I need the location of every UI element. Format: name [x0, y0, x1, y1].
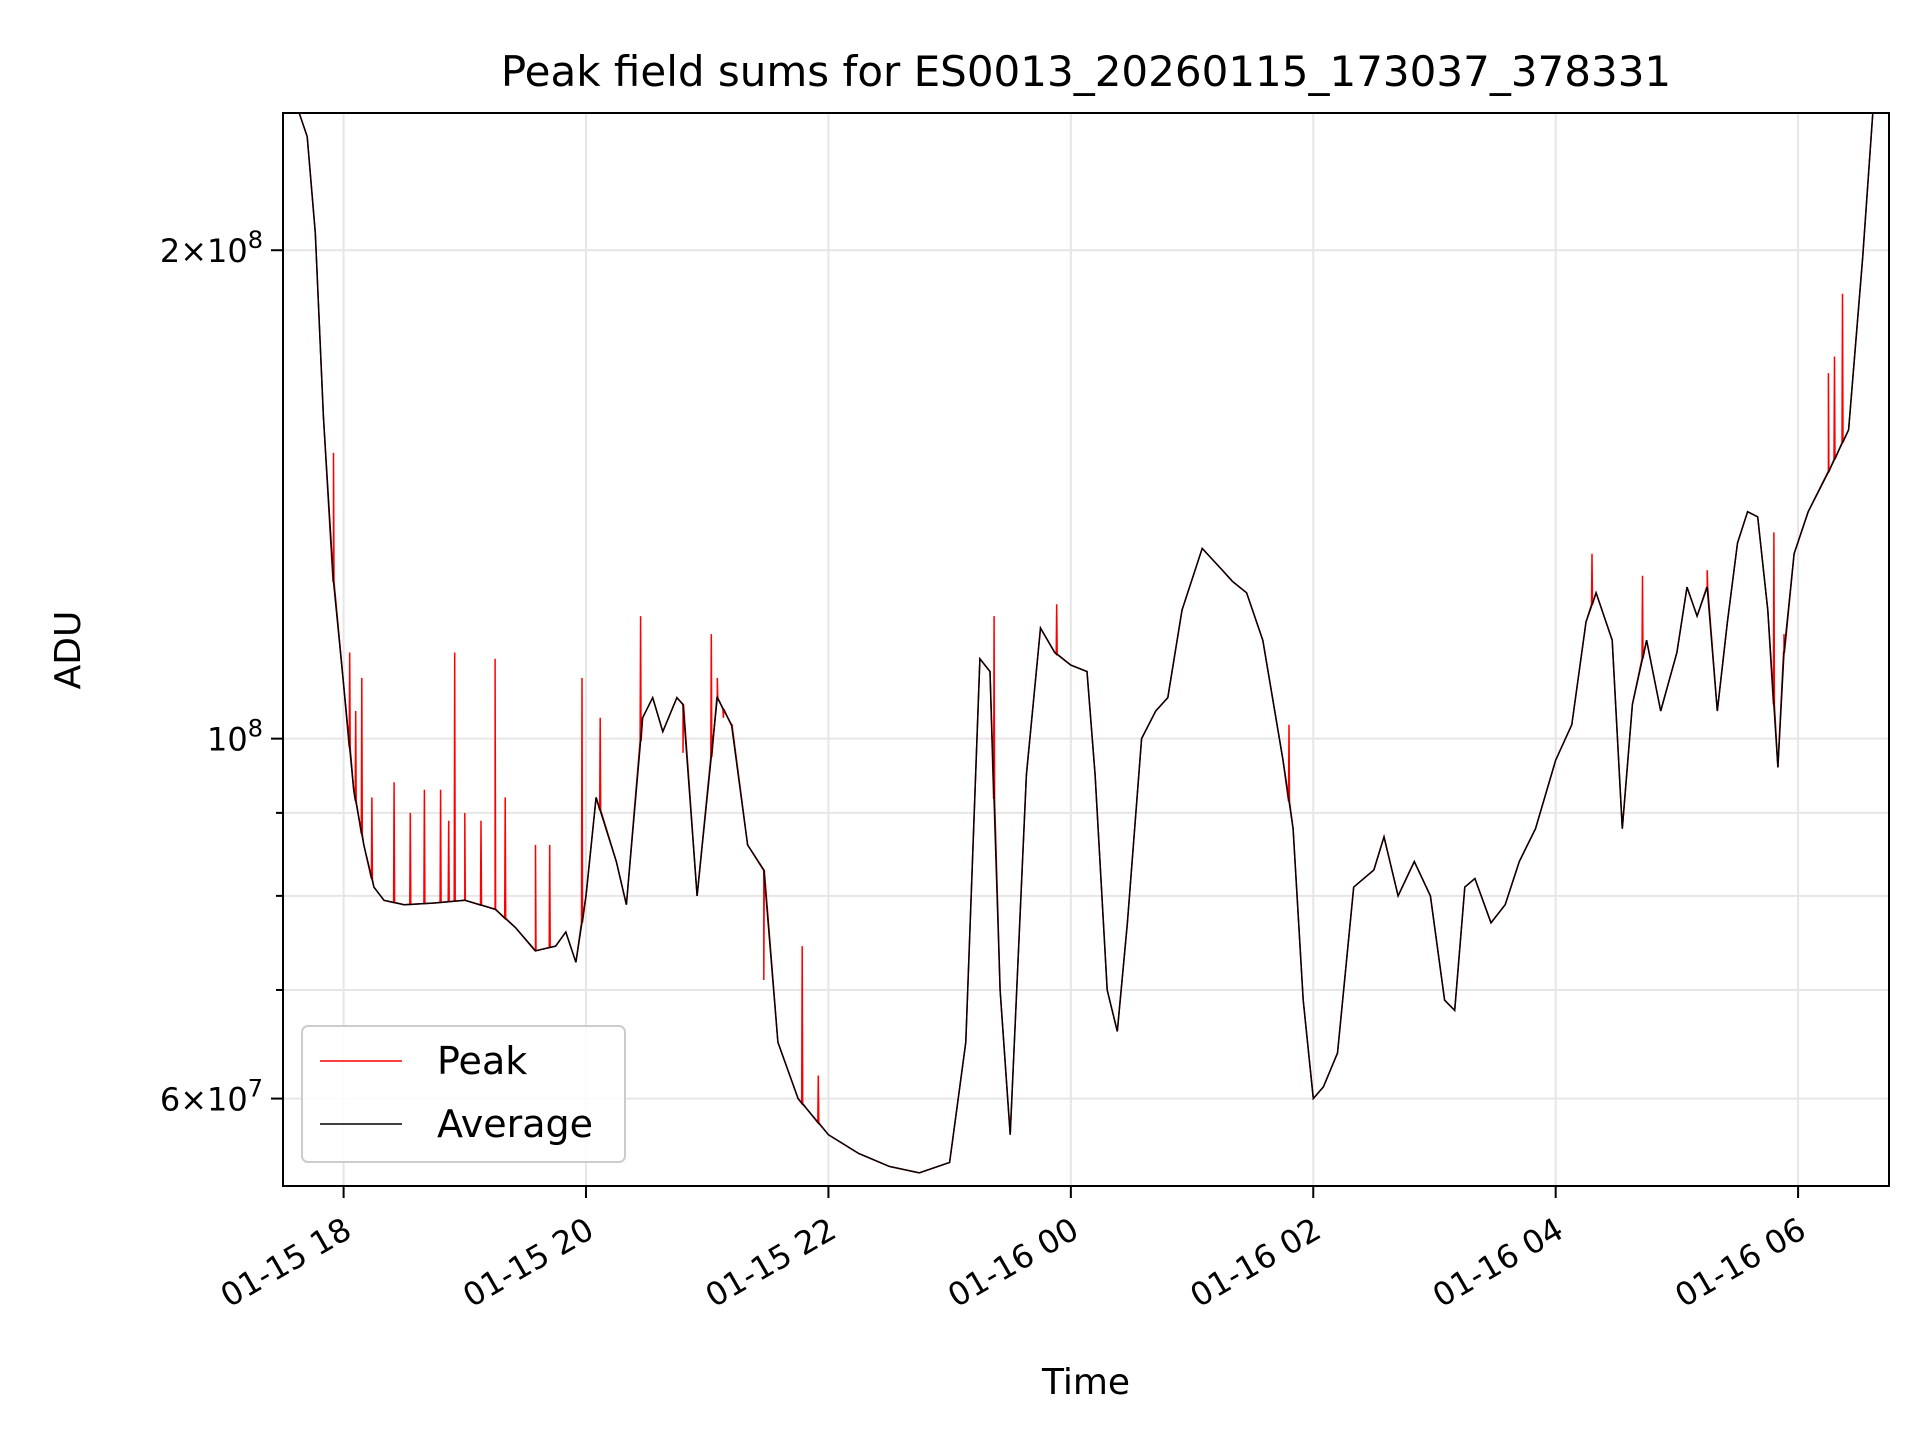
legend-average-label: Average	[437, 1102, 593, 1146]
y-tick-label-1: 108	[207, 715, 263, 759]
plot-frame	[282, 112, 1890, 1187]
chart-title: Peak field sums for ES0013_20260115_1730…	[501, 47, 1671, 96]
average-series-line	[283, 113, 1889, 1174]
y-axis: 6×107 108 2×108	[160, 226, 283, 1119]
y-tick-label-0: 6×107	[160, 1075, 263, 1119]
legend-peak-label: Peak	[437, 1039, 527, 1083]
plot-area	[283, 113, 1889, 1174]
y-tick-label-2: 2×108	[160, 226, 263, 270]
legend-box	[301, 1025, 626, 1163]
legend: Peak Average	[301, 1025, 626, 1163]
y-axis-label: ADU	[48, 611, 89, 690]
x-axis-label: Time	[1041, 1362, 1130, 1403]
